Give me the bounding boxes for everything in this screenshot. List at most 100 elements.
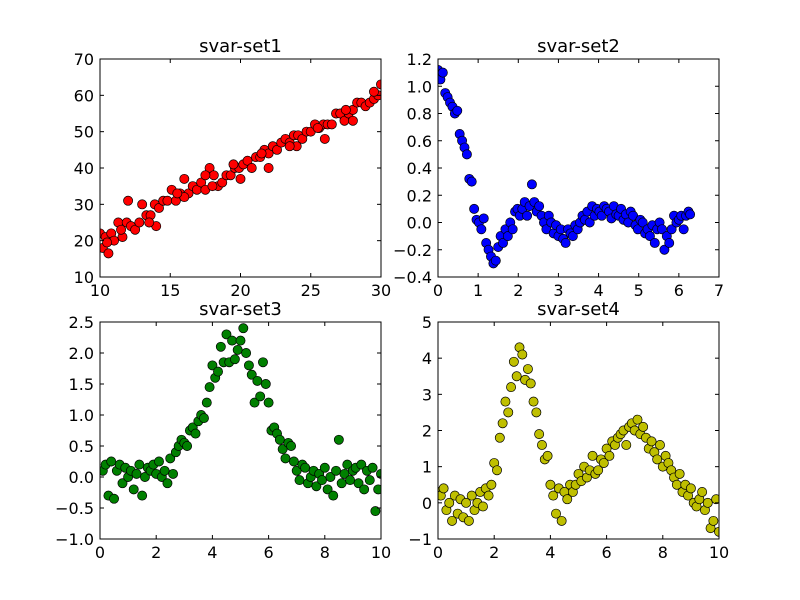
data-point [207,360,218,371]
data-point [506,382,517,393]
data-point [551,508,561,519]
data-point [123,195,134,206]
data-point [137,199,148,210]
data-point [238,323,249,334]
y-tick-label: 0.0 [69,468,94,487]
data-point [272,144,282,155]
data-point [646,436,657,447]
y-tick-label: 1 [422,458,432,477]
data-point [140,472,150,482]
chart-title: svar-set2 [537,36,620,57]
data-point [508,356,519,367]
data-point [645,231,655,242]
chart-title: svar-set3 [199,299,282,320]
y-tick-label: 0.8 [407,105,432,124]
scatter-series [438,64,696,269]
x-tick-label: 10 [90,281,110,300]
data-point [486,479,497,490]
data-point [498,237,508,248]
data-point [367,462,378,473]
data-point [128,484,139,495]
data-point [154,456,164,467]
data-point [497,418,508,429]
scatter-series [438,342,719,537]
data-point [659,244,670,255]
data-point [134,459,145,470]
data-point [165,453,176,464]
data-point [655,440,665,450]
data-point [263,397,274,408]
data-point [447,515,457,526]
data-point [593,465,604,476]
data-point [562,494,573,505]
y-tick-label: 0.2 [407,186,432,205]
plot-area [438,59,719,277]
data-point [483,490,494,501]
data-point [534,201,545,212]
data-point [154,203,164,213]
y-tick-label: 0.5 [69,437,94,456]
data-point [478,501,488,512]
data-point [478,213,489,224]
data-point [517,349,528,360]
data-point [522,364,533,374]
data-point [438,67,448,78]
y-tick-label: 10 [74,268,94,287]
y-tick-label: 20 [74,232,94,251]
data-point [466,176,477,187]
y-tick-label: 0.4 [407,159,432,178]
chart-panel-svar-set2: 0 1 2 3 4 5 6 7 −0.4 −0.2 0.0 0.2 0.4 0.6 0.8 1.0 1.2 sva… [393,36,724,300]
data-point [500,396,511,407]
x-tick-label: 4 [593,281,603,300]
data-point [702,497,713,508]
y-tick-label: −1.0 [55,530,94,549]
data-point [369,86,379,97]
data-point [200,170,211,181]
data-point [243,360,254,371]
y-tick-label: −0.2 [393,241,432,260]
data-point [476,224,487,235]
x-tick-label: 30 [371,281,391,300]
data-point [331,465,341,476]
data-point [249,397,260,408]
data-point [242,155,253,166]
data-point [228,159,239,170]
data-point [117,478,128,489]
data-point [525,378,536,389]
data-point [542,450,553,461]
x-tick-label: 0 [433,281,443,300]
x-tick-label: 6 [674,281,684,300]
data-point [461,149,472,160]
data-point [246,163,257,173]
data-point [162,195,173,206]
data-point [584,217,595,228]
data-point [130,224,141,235]
data-point [452,105,463,116]
data-point [106,456,117,467]
x-tick-label: 7 [714,281,724,300]
x-tick-label: 20 [230,281,250,300]
data-point [109,493,120,504]
data-point [235,173,246,184]
data-point [196,177,207,188]
data-point [336,478,347,489]
data-point [560,237,571,248]
x-tick-label: 0 [433,543,443,562]
y-tick-label: 0.0 [407,214,432,233]
data-point [300,462,311,473]
data-point [207,181,218,192]
data-point [359,484,370,495]
data-point [353,478,364,489]
data-point [190,428,201,439]
data-point [208,170,219,181]
data-point [511,371,522,382]
data-point [708,515,719,526]
data-point [217,177,228,188]
y-tick-label: 3 [422,385,432,404]
data-point [204,163,215,173]
data-point [674,468,685,479]
data-point [657,224,667,235]
data-point [685,483,696,494]
y-tick-label: 0 [422,494,432,513]
